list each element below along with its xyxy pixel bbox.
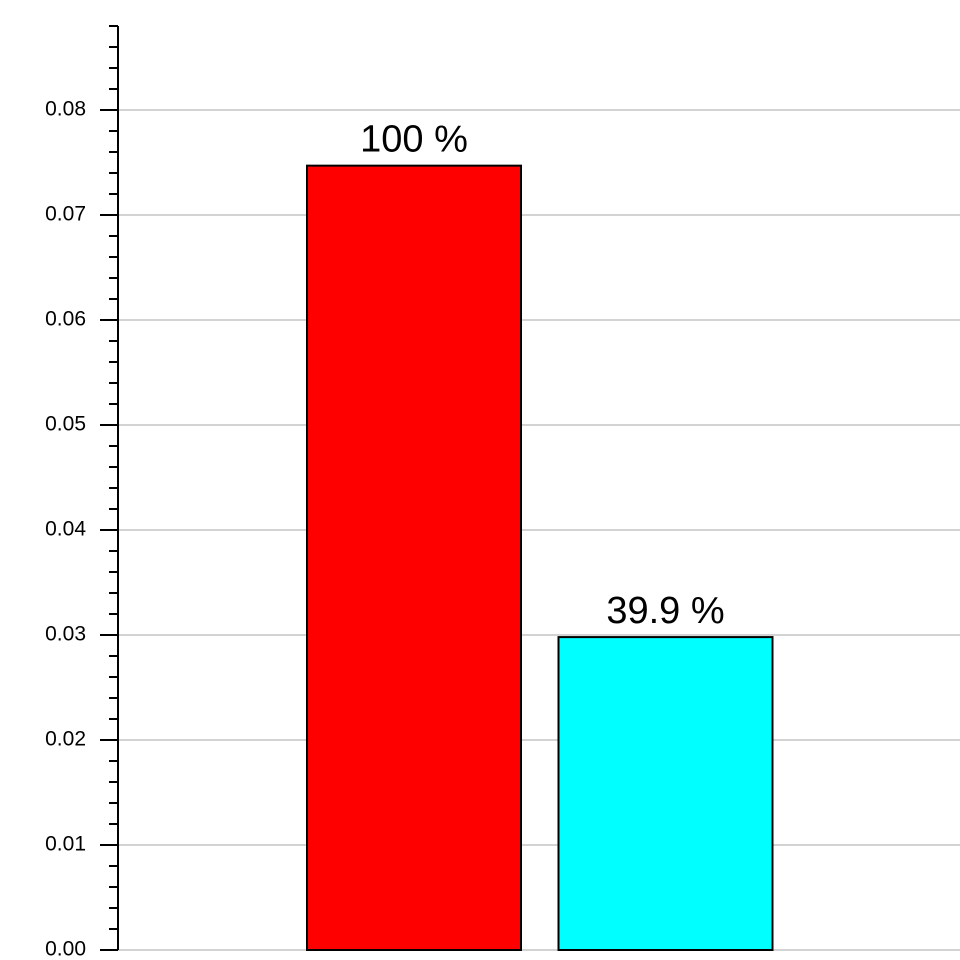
y-tick-label: 0.03 — [45, 623, 86, 646]
y-tick-label: 0.02 — [45, 728, 86, 751]
bar-label: 100 % — [360, 119, 468, 161]
bar-label: 39.9 % — [606, 590, 724, 632]
y-tick-label: 0.00 — [45, 938, 86, 960]
bar — [306, 164, 522, 951]
bar — [557, 636, 774, 951]
y-tick-label: 0.04 — [45, 518, 86, 541]
y-tick-label: 0.06 — [45, 308, 86, 331]
y-tick-label: 0.07 — [45, 203, 86, 226]
y-tick-label: 0.05 — [45, 413, 86, 436]
y-tick-label: 0.01 — [45, 833, 86, 856]
y-tick-label: 0.08 — [45, 98, 86, 121]
